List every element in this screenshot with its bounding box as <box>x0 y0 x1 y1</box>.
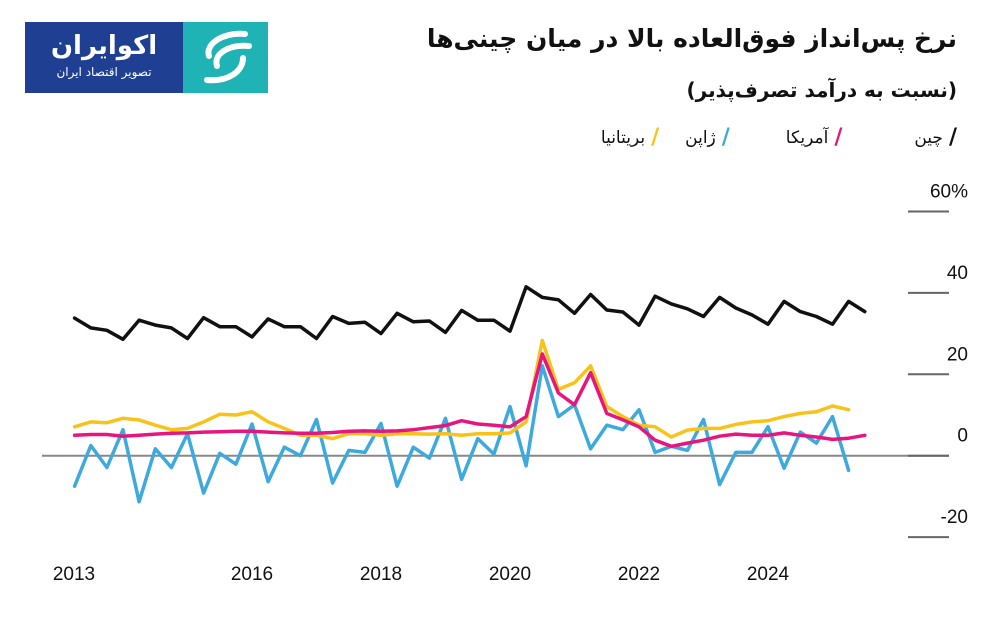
y-tick-label: 0 <box>957 426 968 447</box>
legend-item-japan: / ژاپن <box>685 125 730 150</box>
legend-item-china: / چین <box>914 125 957 150</box>
logo-tagline: تصویر اقتصاد ایران <box>56 65 152 79</box>
x-tick-label: 2024 <box>747 564 790 585</box>
legend-swatch: / <box>651 125 660 150</box>
y-tick-label: 60% <box>930 182 968 203</box>
x-tick-label: 2016 <box>231 564 273 585</box>
chart-subtitle: (نسبت به درآمد تصرف‌پذیر) <box>686 78 957 102</box>
logo-name: اکوایران <box>50 31 158 61</box>
series-line-2 <box>72 364 851 504</box>
y-tick-label: 20 <box>947 344 968 365</box>
logo-wordmark: اکوایران تصویر اقتصاد ایران <box>25 22 183 93</box>
y-tick-label: -20 <box>941 507 968 528</box>
legend: / چین / آمریکا / ژاپن / بریتانیا <box>600 125 957 150</box>
legend-item-usa: / آمریکا <box>785 125 843 150</box>
legend-item-uk: / بریتانیا <box>600 125 660 150</box>
legend-label: چین <box>914 128 943 148</box>
legend-swatch: / <box>721 125 730 150</box>
x-tick-label: 2013 <box>53 564 95 585</box>
series-line-0 <box>72 285 867 342</box>
legend-label: ژاپن <box>685 128 716 148</box>
series-line-1 <box>72 352 867 449</box>
chart-title: نرخ پس‌انداز فوق‌العاده بالا در میان چین… <box>426 24 957 53</box>
x-tick-label: 2020 <box>489 564 531 585</box>
legend-label: آمریکا <box>785 128 829 148</box>
logo-emblem-icon <box>183 22 268 93</box>
legend-label: بریتانیا <box>600 128 646 148</box>
logo: اکوایران تصویر اقتصاد ایران <box>25 22 268 93</box>
x-tick-label: 2018 <box>360 564 402 585</box>
series-line-3 <box>72 338 851 441</box>
legend-swatch: / <box>834 125 843 150</box>
legend-swatch: / <box>948 125 957 150</box>
y-tick-label: 40 <box>947 263 968 284</box>
x-tick-label: 2022 <box>618 564 660 585</box>
